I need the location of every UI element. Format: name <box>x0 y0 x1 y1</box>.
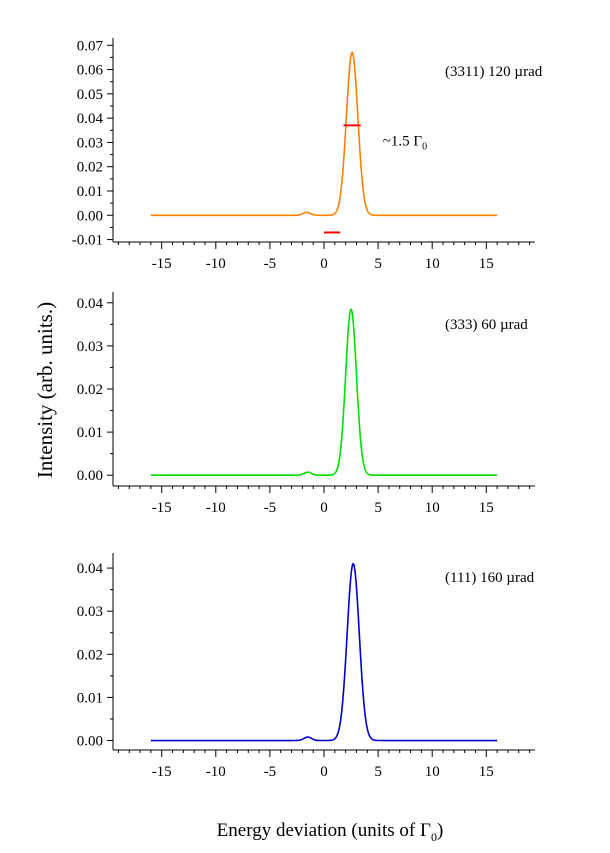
x-tick-label: 5 <box>374 764 382 780</box>
y-tick-label: 0.03 <box>77 339 103 355</box>
chart-panel-2: 0.00 0.01 0.02 0.03 0.04 -15 -10 -5 0 5 10 15 (333) … <box>77 292 535 516</box>
x-tick-label: 0 <box>320 500 328 516</box>
y-axis-label: Intensity (arb. units.) <box>33 302 57 478</box>
x-tick-label: 10 <box>425 764 440 780</box>
x-tick-label: -15 <box>152 256 172 272</box>
panel-annotation: (333) 60 µrad <box>445 317 528 333</box>
x-tick-label: 5 <box>374 500 382 516</box>
x-tick-label: -5 <box>264 500 277 516</box>
x-tick-label: 10 <box>425 256 440 272</box>
y-tick-label: 0.07 <box>77 38 104 54</box>
y-tick-label: -0.01 <box>72 233 103 249</box>
chart-panel-1: -0.01 0.00 0.01 0.02 0.03 0.04 0.05 0.06 0.07 -15… <box>72 38 543 272</box>
series-line <box>150 51 498 217</box>
series-line <box>150 562 498 742</box>
x-tick-label: 0 <box>320 764 328 780</box>
y-tick-label: 0.00 <box>77 208 103 224</box>
y-tick-label: 0.04 <box>77 296 104 312</box>
chart-panel-3: 0.00 0.01 0.02 0.03 0.04 -15 -10 -5 0 5 10 15 (111) … <box>77 553 535 780</box>
y-tick-label: 0.05 <box>77 87 103 103</box>
y-tick-label: 0.01 <box>77 425 103 441</box>
y-tick-label: 0.00 <box>77 468 103 484</box>
x-tick-label: 5 <box>374 256 382 272</box>
y-tick-label: 0.02 <box>77 382 103 398</box>
y-tick-label: 0.00 <box>77 734 103 750</box>
y-tick-label: 0.04 <box>77 111 104 127</box>
x-tick-label: -10 <box>206 764 226 780</box>
y-tick-label: 0.01 <box>77 184 103 200</box>
y-tick-label: 0.02 <box>77 160 103 176</box>
x-tick-label: 15 <box>479 256 494 272</box>
x-tick-label: -15 <box>152 500 172 516</box>
x-tick-label: -15 <box>152 764 172 780</box>
x-tick-label: 10 <box>425 500 440 516</box>
panels: -0.01 0.00 0.01 0.02 0.03 0.04 0.05 0.06 0.07 -15… <box>72 38 543 780</box>
x-tick-label: 15 <box>479 500 494 516</box>
width-marker-label: ~1.5 Γ0 <box>383 133 427 152</box>
x-tick-label: -10 <box>206 256 226 272</box>
x-tick-label: -5 <box>264 764 277 780</box>
series-line <box>150 308 498 477</box>
panel-annotation: (3311) 120 µrad <box>445 64 543 80</box>
y-tick-label: 0.02 <box>77 647 103 663</box>
panel-annotation: (111) 160 µrad <box>445 570 535 586</box>
y-tick-label: 0.01 <box>77 690 103 706</box>
y-tick-label: 0.03 <box>77 135 103 151</box>
x-tick-label: -5 <box>264 256 277 272</box>
x-tick-label: -10 <box>206 500 226 516</box>
y-tick-label: 0.06 <box>77 63 104 79</box>
x-tick-label: 0 <box>320 256 328 272</box>
x-tick-label: 15 <box>479 764 494 780</box>
x-axis-label: Energy deviation (units of Γ0) <box>217 820 444 844</box>
y-tick-label: 0.04 <box>77 561 104 577</box>
y-tick-label: 0.03 <box>77 604 103 620</box>
